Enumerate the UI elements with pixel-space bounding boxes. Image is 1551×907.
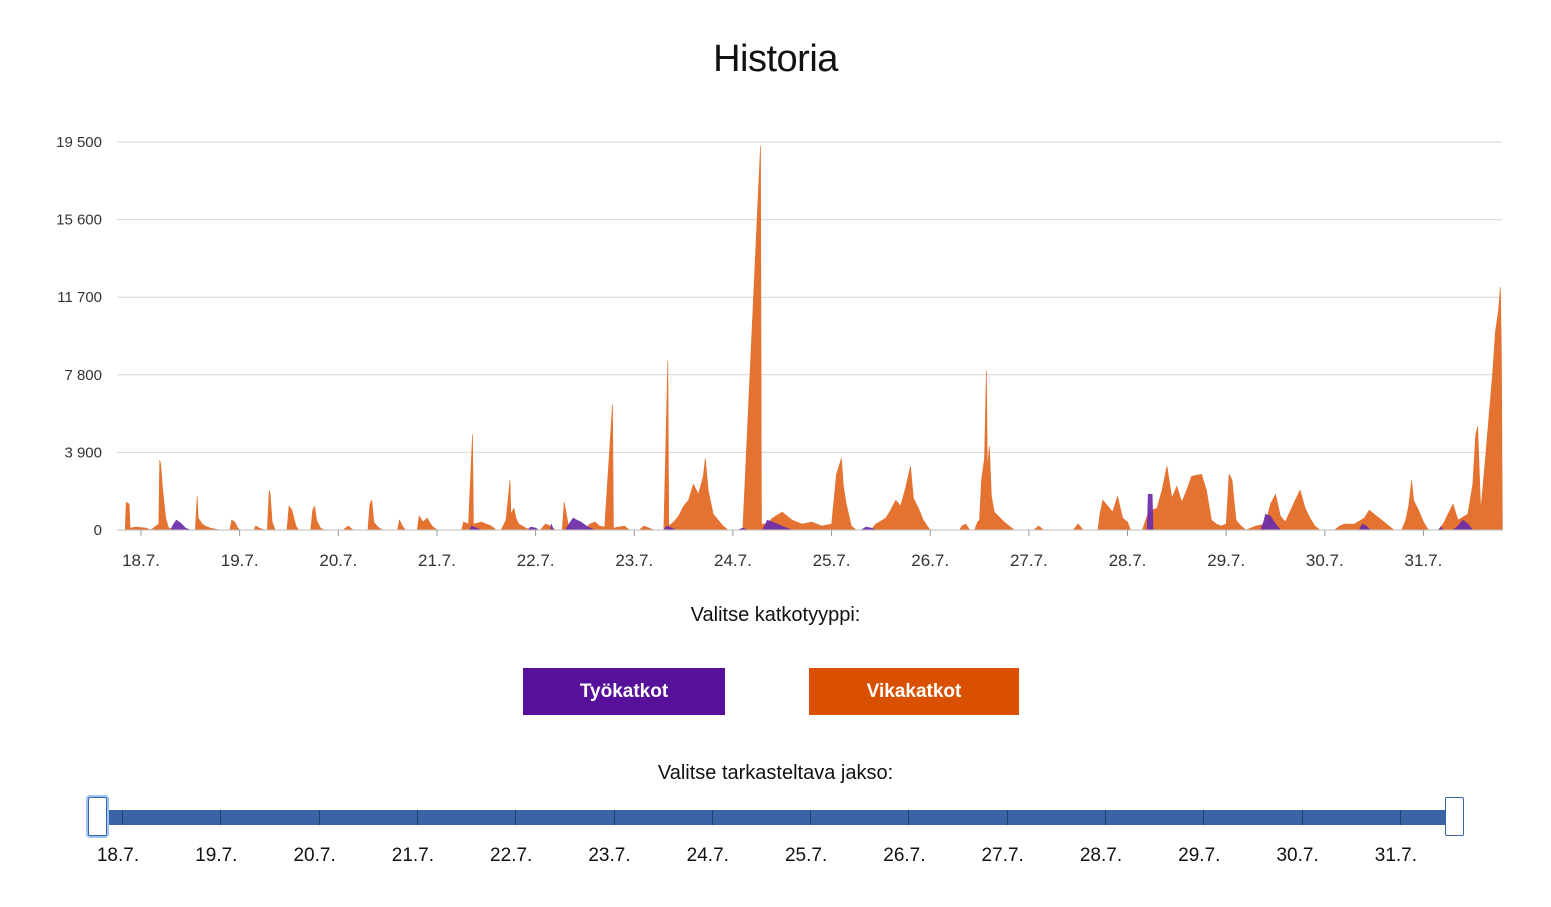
slider-tick xyxy=(1006,810,1008,825)
x-tick-label: 19.7. xyxy=(221,551,259,570)
fault-outages-button[interactable]: Vikakatkot xyxy=(809,668,1019,715)
slider-tick xyxy=(908,810,910,825)
x-axis: 18.7. 19.7. 20.7. 21.7. 22.7. 23.7. 24.7. 25.7.… xyxy=(117,529,1502,570)
slider-label: 21.7. xyxy=(391,845,435,866)
x-tick-label: 21.7. xyxy=(418,551,456,570)
slider-tick xyxy=(1203,810,1205,825)
period-prompt: Valitse tarkasteltava jakso: xyxy=(657,762,894,784)
period-slider[interactable] xyxy=(88,795,1464,840)
x-tick-label: 31.7. xyxy=(1405,551,1443,570)
slider-label: 18.7. xyxy=(96,845,140,866)
slider-label: 22.7. xyxy=(490,845,533,866)
work-outages-button[interactable]: Työkatkot xyxy=(523,668,725,715)
slider-tick xyxy=(220,810,222,825)
slider-tick xyxy=(318,810,320,825)
series-fault xyxy=(124,145,1503,531)
slider-label: 25.7. xyxy=(784,845,828,866)
type-buttons: Työkatkot Vikakatkot xyxy=(0,668,1551,715)
series-area-vikakatkot xyxy=(124,145,1503,531)
slider-label: 29.7. xyxy=(1178,845,1221,866)
slider-label: 26.7. xyxy=(883,845,926,866)
slider-labels: 18.7. 19.7. 20.7. 21.7. 22.7. 23.7. 24.7. 25.7.… xyxy=(0,845,1551,871)
slider-label: 31.7. xyxy=(1374,845,1418,866)
slider-label: 28.7. xyxy=(1079,845,1123,866)
x-tick-label: 26.7. xyxy=(911,551,949,570)
slider-end-handle[interactable] xyxy=(1445,797,1464,836)
history-chart: 0 3 900 7 800 11 700 15 600 19 500 18.7. 19.7.… xyxy=(56,134,1503,570)
slider-label: 24.7. xyxy=(686,845,729,866)
y-grid xyxy=(117,141,1502,453)
x-tick-label: 20.7. xyxy=(319,551,357,570)
page-title: Historia xyxy=(713,38,838,80)
x-tick-label: 27.7. xyxy=(1010,551,1048,570)
x-tick-label: 30.7. xyxy=(1306,551,1344,570)
x-tick-label: 28.7. xyxy=(1109,551,1147,570)
x-tick-label: 18.7. xyxy=(122,551,160,570)
x-tick-label: 24.7. xyxy=(714,551,752,570)
y-tick-label: 19 500 xyxy=(56,134,102,151)
slider-tick xyxy=(1399,810,1401,825)
slider-tick xyxy=(122,810,123,825)
y-axis-labels: 0 3 900 7 800 11 700 15 600 19 500 xyxy=(56,134,102,539)
y-tick-label: 15 600 xyxy=(56,212,102,229)
slider-label: 27.7. xyxy=(981,845,1024,866)
slider-label: 20.7. xyxy=(293,845,336,866)
slider-label: 30.7. xyxy=(1276,845,1319,866)
slider-tick xyxy=(810,810,812,825)
slider-tick xyxy=(515,810,517,825)
x-tick-label: 23.7. xyxy=(615,551,653,570)
slider-tick xyxy=(1301,810,1303,825)
x-tick-label: 29.7. xyxy=(1207,551,1245,570)
slider-label: 19.7. xyxy=(195,845,238,866)
x-tick-label: 22.7. xyxy=(517,551,555,570)
y-tick-label: 0 xyxy=(94,522,102,539)
slider-track[interactable] xyxy=(100,810,1452,825)
y-tick-label: 3 900 xyxy=(64,444,102,461)
slider-label: 23.7. xyxy=(588,845,631,866)
y-tick-label: 7 800 xyxy=(64,367,102,384)
slider-tick xyxy=(613,810,615,825)
slider-tick xyxy=(416,810,418,825)
slider-tick xyxy=(1105,810,1106,825)
slider-start-handle[interactable] xyxy=(88,797,107,836)
x-tick-label: 25.7. xyxy=(813,551,851,570)
slider-tick xyxy=(711,810,713,825)
y-tick-label: 11 700 xyxy=(57,289,102,306)
type-prompt: Valitse katkotyyppi: xyxy=(690,604,861,626)
